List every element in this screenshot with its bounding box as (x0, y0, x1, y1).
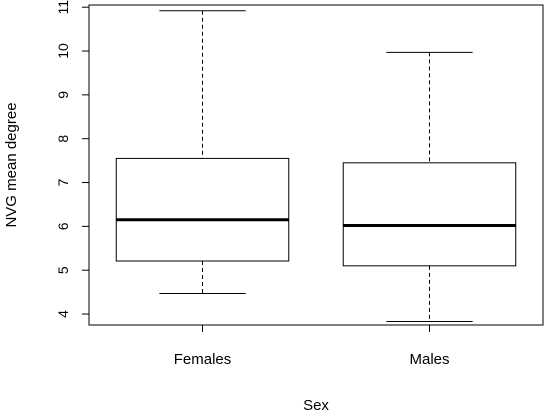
y-tick-label: 7 (55, 178, 71, 186)
x-axis-title: Sex (303, 397, 329, 414)
y-tick-label: 9 (55, 91, 71, 99)
plot-frame (88, 4, 544, 326)
y-tick-label: 5 (55, 266, 71, 274)
y-tick-label: 6 (55, 222, 71, 230)
box-males (342, 51, 517, 322)
y-tick-label: 4 (55, 310, 71, 318)
y-tick-label: 11 (55, 0, 71, 14)
y-axis: 4 5 6 7 8 9 10 11 (55, 0, 89, 318)
iqr-box (342, 162, 517, 267)
x-tick-label: Males (409, 351, 449, 368)
y-axis-title: NVG mean degree (3, 102, 20, 227)
iqr-box (115, 157, 290, 262)
box-females (115, 10, 290, 294)
y-tick-label: 10 (55, 43, 71, 59)
boxes-layer (115, 10, 517, 322)
y-tick-label: 8 (55, 135, 71, 143)
x-axis: Females Males (174, 325, 450, 368)
x-tick-label: Females (174, 351, 232, 368)
